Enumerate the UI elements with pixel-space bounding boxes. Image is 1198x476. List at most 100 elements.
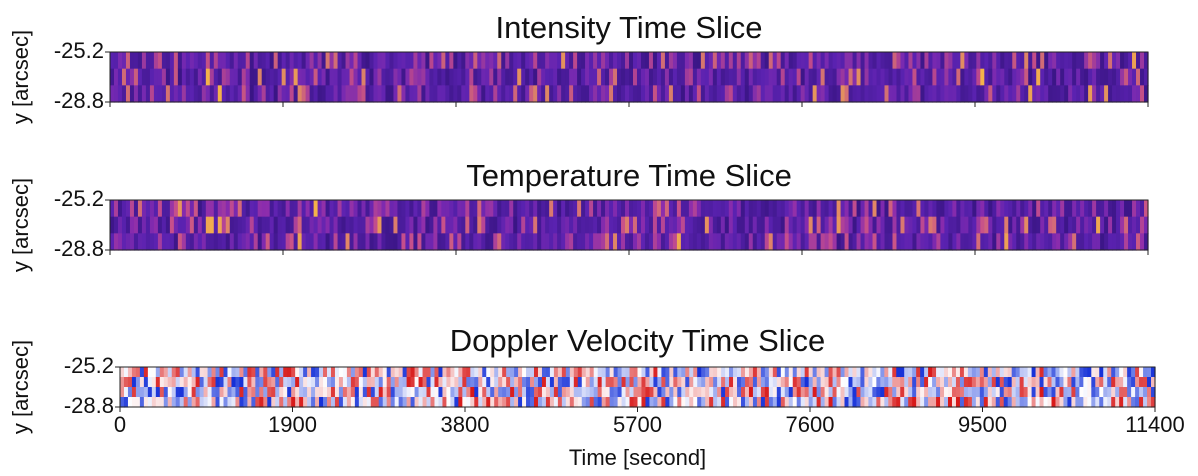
heatmap-cell	[133, 216, 139, 234]
heatmap-cell	[357, 233, 363, 251]
heatmap-cell	[457, 85, 462, 103]
heatmap-cell	[808, 200, 814, 218]
heatmap-cell	[988, 200, 993, 218]
heatmap-cell	[840, 387, 846, 398]
heatmap-cell	[553, 68, 558, 86]
heatmap-cell	[944, 200, 949, 218]
heatmap-cell	[752, 233, 758, 251]
heatmap-cell	[565, 377, 571, 388]
heatmap-cell	[545, 52, 550, 70]
heatmap-cell	[796, 397, 802, 408]
heatmap-cell	[153, 200, 159, 218]
heatmap-cell	[1128, 52, 1133, 70]
heatmap-cell	[872, 397, 877, 408]
heatmap-cell	[307, 397, 312, 408]
heatmap-cell	[848, 200, 854, 218]
heatmap-cell	[632, 85, 638, 103]
heatmap-cell	[125, 52, 131, 70]
heatmap-cell	[549, 367, 555, 378]
heatmap-cell	[1044, 68, 1049, 86]
heatmap-cell	[955, 387, 961, 398]
heatmap-cell	[740, 200, 746, 218]
heatmap-cell	[1032, 52, 1037, 70]
heatmap-cell	[493, 68, 498, 86]
heatmap-cell	[389, 233, 395, 251]
heatmap-cell	[748, 68, 754, 86]
heatmap-cell	[820, 397, 826, 408]
heatmap-cell	[211, 397, 217, 408]
heatmap-cell	[668, 85, 674, 103]
heatmap-cell	[179, 397, 185, 408]
heatmap-cell	[979, 377, 985, 388]
heatmap-cell	[201, 233, 207, 251]
heatmap-cell	[792, 200, 798, 218]
heatmap-cell	[764, 216, 770, 234]
heatmap-cell	[784, 233, 790, 251]
heatmap-cell	[338, 377, 344, 388]
heatmap-cell	[1151, 387, 1156, 398]
heatmap-cell	[315, 377, 320, 388]
heatmap-cell	[425, 200, 430, 218]
heatmap-cell	[185, 85, 191, 103]
heatmap-cell	[1048, 233, 1053, 251]
heatmap-cell	[233, 216, 239, 234]
heatmap-cell	[333, 200, 339, 218]
heatmap-cell	[657, 367, 662, 378]
heatmap-cell	[971, 387, 977, 398]
heatmap-cell	[489, 233, 494, 251]
heatmap-cell	[513, 216, 518, 234]
heatmap-cell	[1099, 387, 1104, 398]
heatmap-cell	[700, 216, 706, 234]
heatmap-cell	[1004, 200, 1009, 218]
heatmap-cell	[325, 68, 331, 86]
heatmap-cell	[756, 397, 762, 408]
heatmap-cell	[557, 397, 563, 408]
heatmap-cell	[872, 85, 878, 103]
heatmap-cell	[728, 68, 734, 86]
heatmap-cell	[478, 367, 483, 378]
heatmap-cell	[223, 367, 229, 378]
heatmap-cell	[249, 68, 255, 86]
heatmap-cell	[1131, 377, 1136, 388]
heatmap-cell	[517, 200, 522, 218]
heatmap-cell	[597, 200, 602, 218]
heatmap-cell	[223, 387, 229, 398]
heatmap-cell	[297, 68, 303, 86]
heatmap-cell	[680, 233, 686, 251]
heatmap-cell	[760, 68, 766, 86]
heatmap-cell	[629, 85, 634, 103]
heatmap-cell	[1124, 68, 1129, 86]
heatmap-cell	[613, 233, 618, 251]
heatmap-cell	[398, 377, 404, 388]
heatmap-cell	[1132, 216, 1137, 234]
heatmap-cell	[255, 377, 260, 388]
heatmap-cell	[936, 397, 941, 408]
heatmap-cell	[313, 52, 319, 70]
heatmap-cell	[936, 233, 941, 251]
heatmap-cell	[621, 233, 626, 251]
heatmap-cell	[892, 85, 898, 103]
heatmap-cell	[137, 68, 143, 86]
heatmap-cell	[932, 216, 938, 234]
heatmap-cell	[836, 85, 842, 103]
heatmap-cell	[433, 233, 438, 251]
heatmap-cell	[175, 377, 181, 388]
heatmap-cell	[319, 377, 324, 388]
heatmap-cell	[501, 68, 506, 86]
heatmap-cell	[876, 200, 882, 218]
heatmap-cell	[1084, 200, 1089, 218]
heatmap-cell	[589, 216, 594, 234]
heatmap-cell	[478, 377, 483, 388]
heatmap-cell	[681, 377, 686, 388]
heatmap-cell	[704, 216, 710, 234]
heatmap-cell	[131, 367, 137, 378]
heatmap-cell	[1083, 397, 1088, 408]
heatmap-cell	[736, 233, 742, 251]
heatmap-cell	[605, 216, 610, 234]
heatmap-cell	[263, 367, 268, 378]
heatmap-cell	[605, 367, 611, 378]
heatmap-cell	[660, 52, 666, 70]
heatmap-cell	[752, 367, 758, 378]
heatmap-cell	[474, 377, 479, 388]
heatmap-cell	[1079, 367, 1084, 378]
